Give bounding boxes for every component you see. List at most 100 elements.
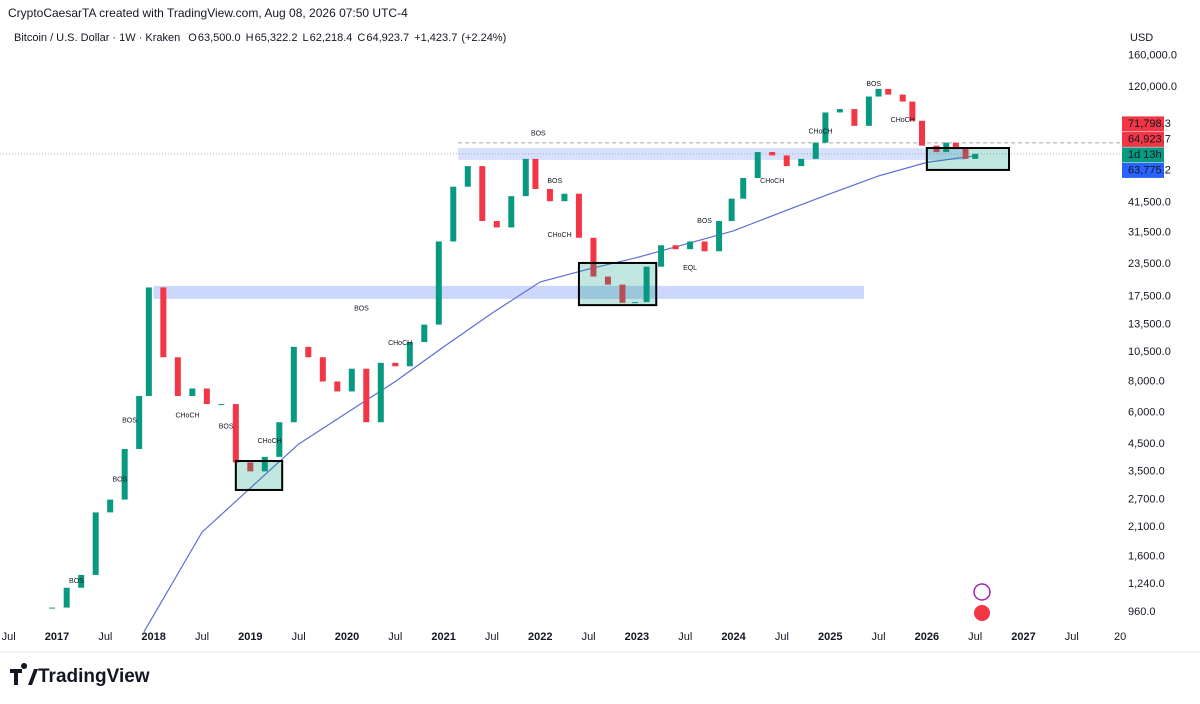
- candle: [575, 193, 582, 238]
- y-tick-label: 120,000.0: [1128, 81, 1177, 93]
- candle: [261, 456, 268, 472]
- candle: [899, 94, 906, 102]
- annotation: BOS: [697, 218, 712, 225]
- annotation: BOS: [219, 424, 234, 431]
- candle: [160, 287, 167, 358]
- candle: [875, 88, 882, 97]
- candle: [658, 245, 665, 267]
- candle: [107, 499, 114, 513]
- candle: [363, 368, 370, 423]
- icon: [974, 605, 990, 621]
- x-tick-label: 2022: [528, 631, 552, 643]
- x-tick-label: 20: [1114, 631, 1126, 643]
- currency: USD: [1130, 32, 1153, 44]
- y-tick-label: 2,100.0: [1128, 521, 1165, 533]
- candle: [851, 109, 858, 126]
- y-tick-label: 2,700.0: [1128, 494, 1165, 506]
- plot: BOS BOS CHoCH BOS CHoCH CHoCH EQL CHoCH CHoCH BOS…: [0, 81, 1125, 633]
- candle: [121, 448, 128, 500]
- candle: [836, 109, 843, 113]
- y-tick-label: 8,000.0: [1128, 375, 1165, 387]
- candle: [189, 388, 196, 397]
- x-tick-label: 2018: [141, 631, 165, 643]
- annotation: CHoCH: [175, 413, 199, 420]
- header-text: (+2.24%): [461, 32, 506, 44]
- annotation: CHoCH: [891, 117, 915, 124]
- candle: [672, 245, 679, 250]
- y-tick-label: 41,500.0: [1128, 196, 1171, 208]
- candle: [783, 155, 790, 167]
- x-tick-label: Jul: [968, 631, 982, 643]
- brand-logo: [10, 663, 38, 685]
- candle: [464, 166, 471, 187]
- candle: [865, 96, 872, 126]
- box: [234, 460, 284, 491]
- annotation: BOS: [112, 477, 127, 484]
- candle: [49, 607, 56, 609]
- x-tick-label: Jul: [678, 631, 692, 643]
- annotation: CHoCH: [808, 129, 832, 136]
- candle: [319, 357, 326, 382]
- y-tick-label: 160,000.0: [1128, 50, 1177, 62]
- annotation: CHoCH: [548, 232, 572, 239]
- annotation: BOS: [866, 81, 881, 88]
- header-text: Bitcoin / U.S. Dollar · 1W · Kraken: [14, 32, 180, 44]
- y-tick-label: 17,500.0: [1128, 290, 1171, 302]
- header-text: C: [357, 32, 365, 44]
- candle: [740, 177, 747, 199]
- header-text: H: [246, 32, 254, 44]
- price-label: 71,798.3: [1128, 118, 1171, 130]
- candle: [754, 152, 761, 178]
- candle: [334, 381, 341, 392]
- x-tick-label: 2023: [625, 631, 649, 643]
- annotation: CHoCH: [388, 340, 412, 347]
- brand: TradingView: [38, 666, 150, 687]
- candle: [392, 362, 399, 367]
- x-tick-label: Jul: [2, 631, 16, 643]
- candle: [450, 186, 457, 242]
- x-tick-label: Jul: [775, 631, 789, 643]
- price-label-bg: [1122, 131, 1164, 147]
- y-tick-label: 1,600.0: [1128, 550, 1165, 562]
- candle: [247, 462, 254, 472]
- candle: [377, 362, 384, 423]
- candle: [590, 237, 597, 277]
- annotation: BOS: [531, 131, 546, 138]
- annotation: BOS: [547, 178, 562, 185]
- candle: [687, 241, 694, 250]
- candle: [479, 166, 486, 222]
- candle: [798, 158, 805, 167]
- annotation: CHoCH: [258, 438, 282, 445]
- candle: [136, 396, 143, 449]
- candle: [290, 346, 297, 423]
- annotation: EQL: [683, 265, 697, 272]
- box: [925, 147, 1011, 171]
- candle: [493, 221, 500, 228]
- candle: [348, 368, 355, 392]
- header-text: 63,500.0: [198, 32, 241, 44]
- x-tick-label: 2024: [721, 631, 746, 643]
- y-tick-label: 960.0: [1128, 606, 1156, 618]
- y-tick-label: 23,500.0: [1128, 258, 1171, 270]
- candle: [716, 221, 723, 252]
- candle: [232, 404, 239, 463]
- candle: [643, 266, 650, 303]
- candle: [406, 342, 413, 367]
- candle: [952, 142, 959, 149]
- candle: [728, 198, 735, 222]
- candle: [508, 196, 515, 228]
- x-tick-label: Jul: [195, 631, 209, 643]
- candle: [78, 574, 85, 588]
- candle: [203, 388, 210, 405]
- x-tick-label: 2027: [1011, 631, 1035, 643]
- x-tick-label: 2021: [431, 631, 455, 643]
- annotation: BOS: [354, 306, 369, 313]
- y-tick-label: 6,000.0: [1128, 407, 1165, 419]
- candle: [218, 404, 225, 406]
- header-text: 65,322.2: [255, 32, 298, 44]
- candle: [546, 188, 553, 202]
- zone: [153, 285, 865, 299]
- candle: [701, 241, 708, 252]
- candle: [421, 324, 428, 343]
